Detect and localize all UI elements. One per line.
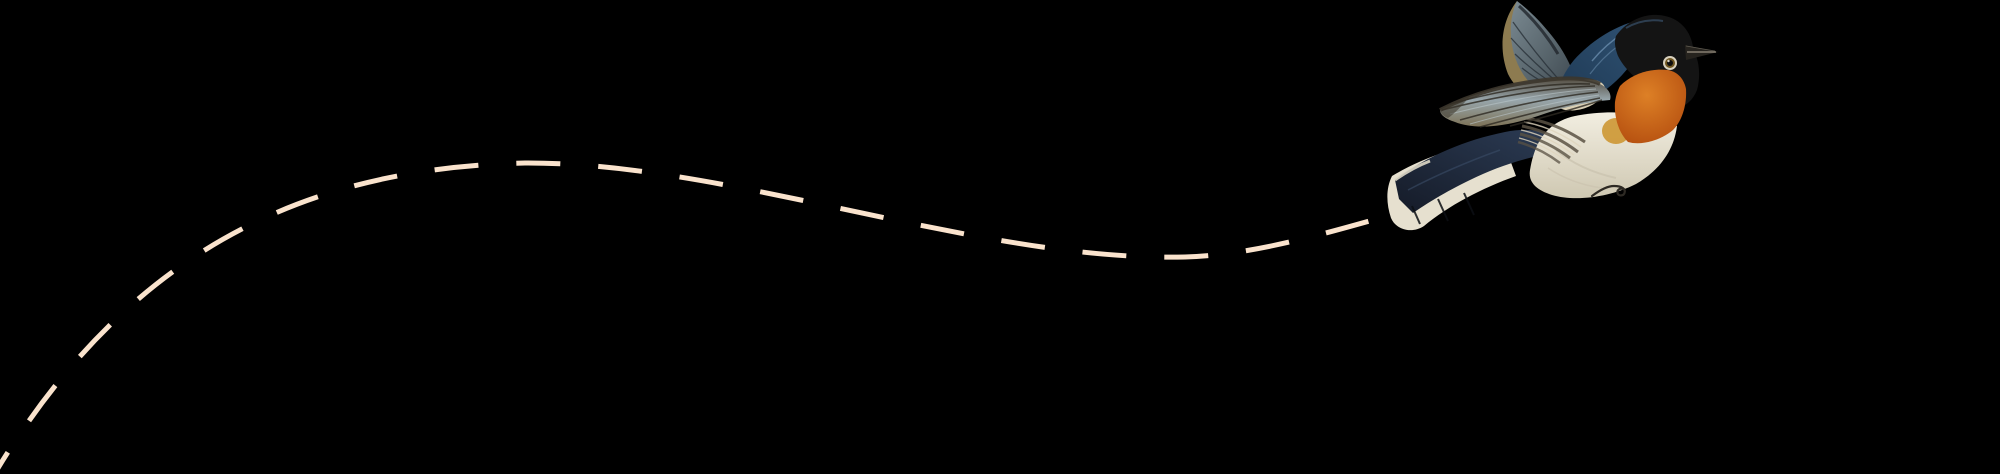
flight-path bbox=[0, 160, 1399, 470]
swallow-bird-illustration bbox=[1387, 1, 1718, 231]
bird-beak-icon bbox=[1685, 45, 1718, 60]
bird-foot-icon bbox=[1590, 184, 1626, 198]
bird-secondary-feathers bbox=[1517, 116, 1586, 165]
bird-lower-wing-icon bbox=[1439, 76, 1611, 128]
bird-tail bbox=[1387, 129, 1560, 231]
bird-eye-icon bbox=[1663, 56, 1677, 70]
bird-throat-patch bbox=[1614, 69, 1687, 144]
